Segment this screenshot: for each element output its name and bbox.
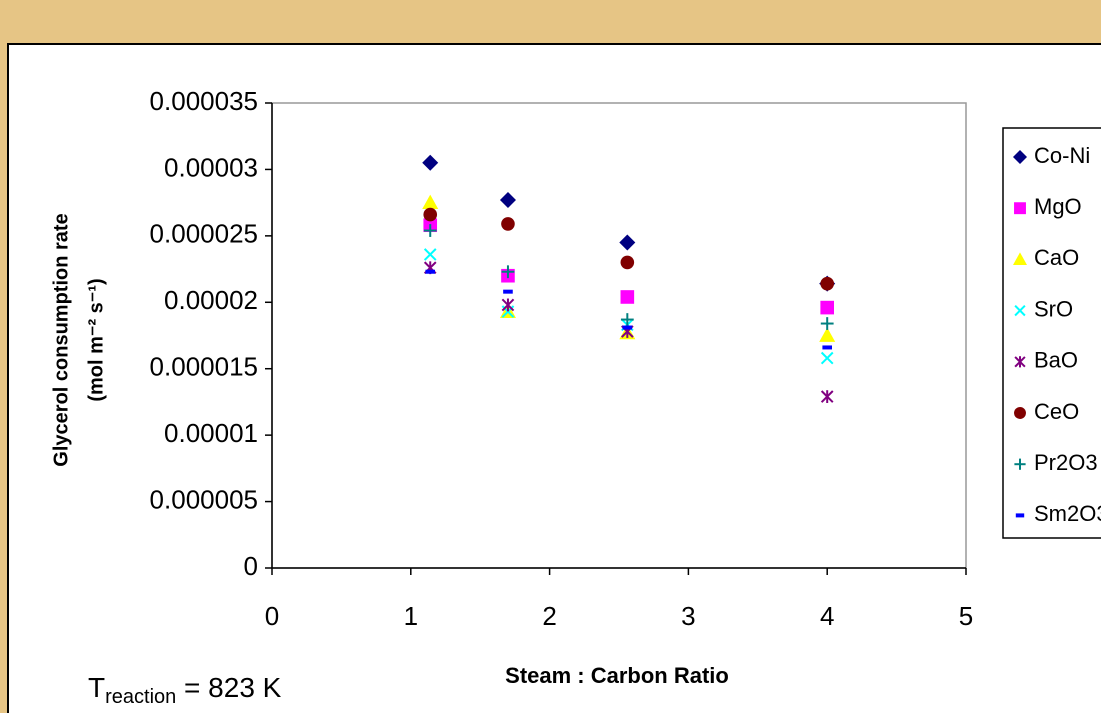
x-tick-label: 3 (681, 601, 695, 631)
plot-area (271, 102, 967, 569)
y-tick-label: 0.000035 (150, 86, 258, 116)
y-tick-label: 0.00001 (164, 418, 258, 448)
y-axis-label: Glycerol consumption rate (50, 213, 72, 466)
marker-shape (820, 351, 834, 365)
marker (820, 351, 834, 365)
marker (422, 194, 439, 210)
marker (820, 390, 834, 404)
y-tick-label: 0 (244, 551, 258, 581)
marker (503, 289, 513, 294)
marker (1013, 150, 1027, 164)
marker-shape (1014, 202, 1026, 215)
marker-shape (1015, 513, 1025, 518)
legend-label: MgO (1034, 194, 1082, 219)
legend-label: CeO (1034, 399, 1079, 424)
marker (499, 191, 516, 208)
x-axis-label: Steam : Carbon Ratio (505, 663, 729, 688)
legend-label: CaO (1034, 245, 1079, 270)
x-tick-label: 4 (820, 601, 834, 631)
y-tick-label: 0.00002 (164, 285, 258, 315)
y-tick-label: 0.000005 (150, 484, 258, 514)
x-tick-label: 1 (404, 601, 418, 631)
marker-shape (619, 234, 636, 251)
y-tick-label: 0.00003 (164, 152, 258, 182)
marker-shape (1013, 252, 1027, 265)
marker (620, 290, 635, 304)
marker (1014, 304, 1026, 317)
y-tick-label: 0.000015 (150, 352, 258, 382)
marker-shape (422, 154, 439, 171)
marker-shape (1014, 304, 1026, 317)
marker (622, 325, 633, 330)
marker-shape (822, 345, 832, 350)
marker-shape (620, 290, 635, 304)
marker (423, 248, 437, 261)
marker (501, 298, 515, 312)
marker-shape (1013, 150, 1027, 164)
marker-shape (1014, 407, 1026, 419)
legend-label: Co-Ni (1034, 143, 1090, 168)
marker-shape (622, 325, 633, 330)
marker (423, 207, 438, 222)
marker-shape (499, 191, 516, 208)
annotation-part: = 823 K (176, 672, 281, 703)
legend-label: SrO (1034, 296, 1073, 321)
marker-shape (820, 276, 834, 291)
annotation-part: T (88, 672, 105, 703)
x-tick-label: 0 (265, 601, 279, 631)
legend-label: Sm2O3 (1034, 501, 1101, 526)
legend-label: BaO (1034, 348, 1078, 373)
marker-shape (820, 300, 834, 315)
y-tick-label: 0.000025 (150, 219, 258, 249)
marker (822, 345, 832, 350)
marker (501, 265, 515, 279)
marker (820, 317, 834, 330)
marker (1015, 513, 1025, 518)
marker-shape (423, 248, 437, 261)
marker (422, 154, 439, 171)
marker (820, 300, 834, 315)
marker-shape (620, 255, 635, 270)
annotation-part: reaction (105, 686, 176, 708)
marker-shape (425, 269, 436, 274)
marker (1014, 356, 1026, 368)
x-tick-label: 5 (959, 601, 973, 631)
marker (620, 313, 634, 326)
marker-shape (501, 217, 515, 231)
marker (423, 224, 437, 237)
y-axis-label: (mol m⁻² s⁻¹) (85, 278, 107, 401)
legend-box (1002, 127, 1101, 539)
marker (820, 276, 834, 291)
marker-shape (503, 289, 513, 294)
marker (819, 327, 836, 342)
marker (619, 234, 636, 251)
legend-label: Pr2O3 (1034, 450, 1098, 475)
marker (501, 217, 515, 231)
marker (1014, 407, 1026, 419)
marker-shape (819, 327, 836, 342)
marker-shape (423, 207, 438, 222)
marker (1014, 202, 1026, 215)
marker (1013, 252, 1027, 265)
marker-shape (422, 194, 439, 210)
annotation: Treaction = 823 K (88, 672, 282, 708)
marker (620, 255, 635, 270)
marker (425, 269, 436, 274)
x-tick-label: 2 (542, 601, 556, 631)
marker (1014, 458, 1026, 470)
